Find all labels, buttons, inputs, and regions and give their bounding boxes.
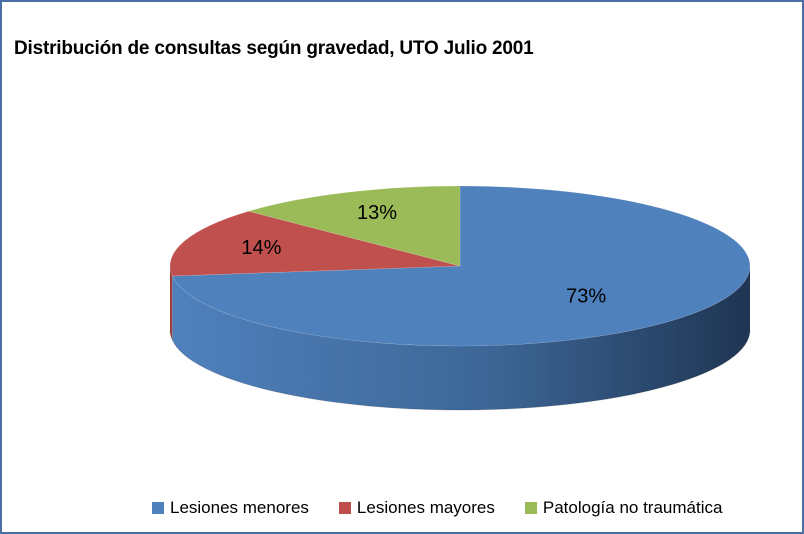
- legend-swatch: [338, 502, 351, 514]
- pie-slice-lesiones-menores[interactable]: [171, 185, 751, 347]
- pie-side-lesiones-mayores: [170, 266, 173, 341]
- pie-slice-lesiones-mayores[interactable]: [169, 210, 461, 277]
- data-label-lesiones-mayores: 14%: [241, 237, 281, 259]
- pie-top-layer: [169, 185, 751, 347]
- legend-item-lesiones-menores[interactable]: Lesiones menores: [152, 498, 309, 518]
- legend-label: Lesiones mayores: [356, 498, 495, 517]
- legend-item-patologia-no-traumatica[interactable]: Patología no traumática: [524, 498, 723, 518]
- pie-side-lesiones-menores: [172, 266, 750, 411]
- pie-slice-patologia-no-traumatica[interactable]: [247, 185, 461, 267]
- legend-label: Patología no traumática: [542, 498, 723, 517]
- chart-title: Distribución de consultas según gravedad…: [14, 38, 534, 59]
- data-label-patologia-no-traumatica: 13%: [357, 202, 397, 224]
- data-label-lesiones-menores: 73%: [566, 286, 606, 308]
- pie-label-layer: 73% 14% 13%: [241, 202, 606, 308]
- legend-swatch: [152, 502, 164, 514]
- legend-swatch: [524, 502, 537, 514]
- legend-label: Lesiones menores: [170, 498, 309, 517]
- legend: Lesiones menores Lesiones mayores Patolo…: [152, 498, 722, 518]
- pie-side-layer: [169, 266, 751, 411]
- legend-item-lesiones-mayores[interactable]: Lesiones mayores: [338, 498, 495, 518]
- pie-bottom-rim: [169, 329, 751, 411]
